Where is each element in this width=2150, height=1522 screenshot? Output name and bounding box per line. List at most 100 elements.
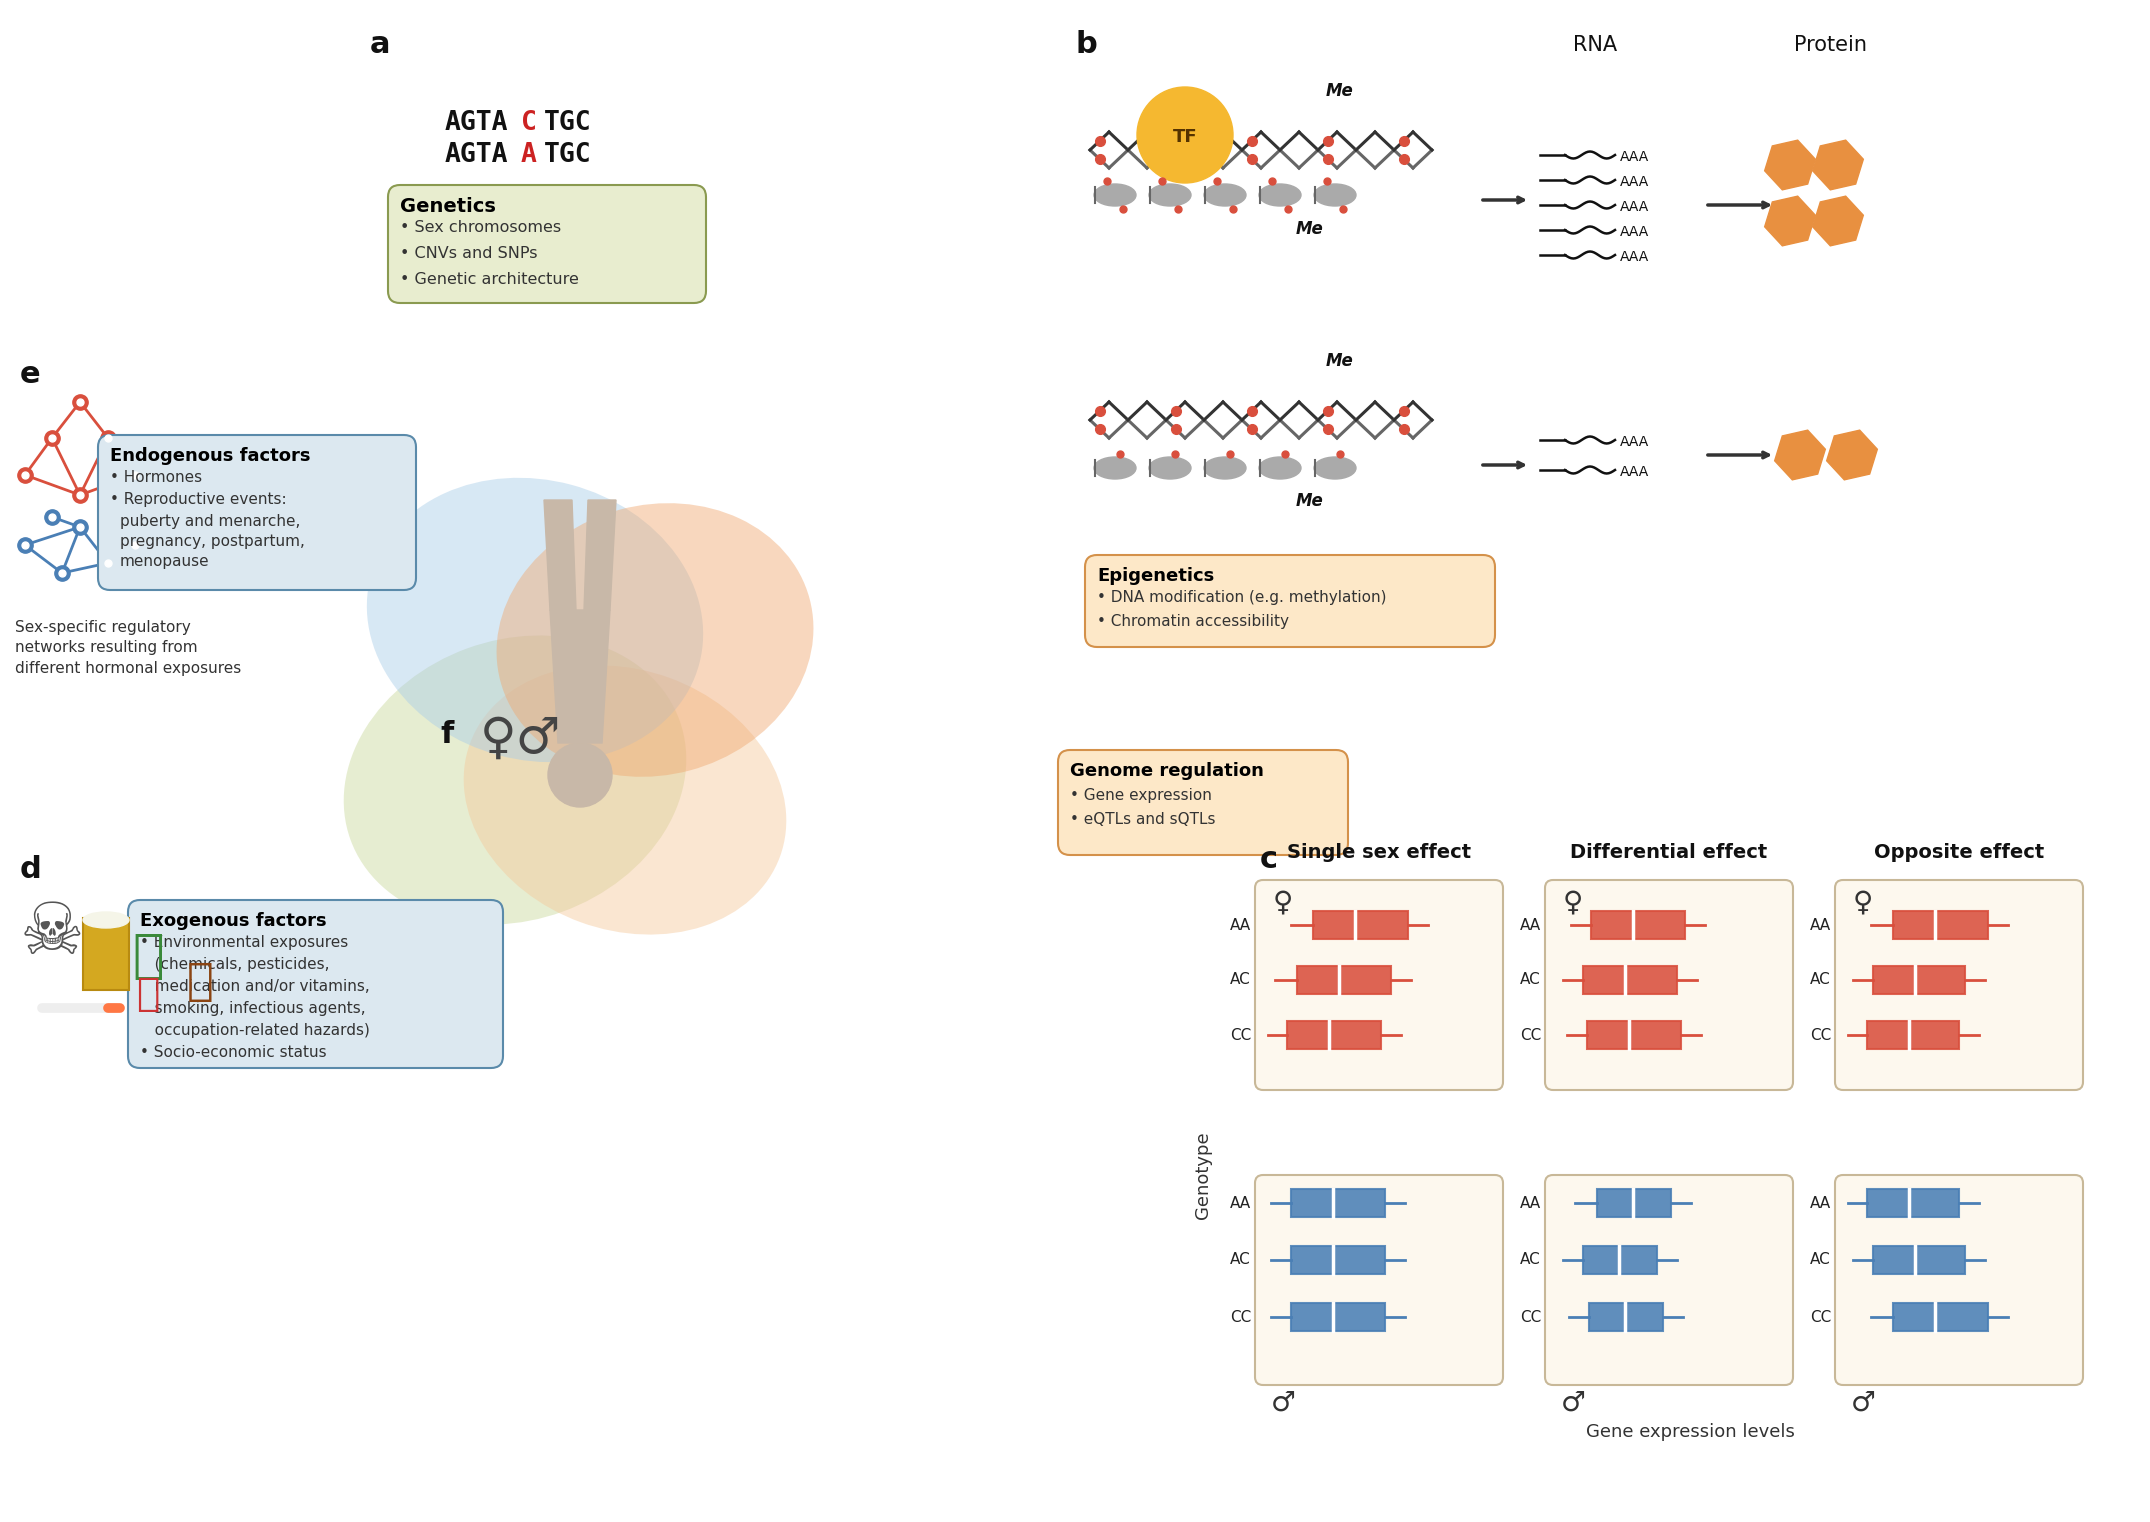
FancyBboxPatch shape [1591, 912, 1686, 939]
Text: CC: CC [1230, 1309, 1251, 1324]
Text: Me: Me [1296, 221, 1324, 237]
Text: AAA: AAA [1619, 175, 1649, 189]
Text: • Environmental exposures: • Environmental exposures [140, 935, 348, 950]
Text: • Chromatin accessibility: • Chromatin accessibility [1096, 613, 1290, 629]
Text: A: A [520, 142, 538, 167]
Text: ♀: ♀ [1563, 887, 1582, 916]
Text: AAA: AAA [1619, 151, 1649, 164]
Text: Me: Me [1327, 82, 1354, 100]
Text: ☠: ☠ [19, 900, 84, 970]
Text: Sex-specific regulatory
networks resulting from
different hormonal exposures: Sex-specific regulatory networks resulti… [15, 619, 241, 676]
FancyBboxPatch shape [1587, 1021, 1681, 1049]
Text: Genome regulation: Genome regulation [1071, 763, 1264, 779]
FancyBboxPatch shape [1582, 966, 1677, 994]
Text: ♀: ♀ [1273, 887, 1292, 916]
FancyBboxPatch shape [1582, 1247, 1658, 1274]
Ellipse shape [344, 636, 686, 924]
Text: AA: AA [1810, 918, 1832, 933]
Text: Me: Me [1327, 352, 1354, 370]
Text: Endogenous factors: Endogenous factors [110, 447, 310, 466]
FancyBboxPatch shape [129, 900, 503, 1068]
Text: AC: AC [1520, 1253, 1542, 1268]
Polygon shape [585, 501, 617, 610]
FancyBboxPatch shape [1873, 966, 1965, 994]
Text: ♂: ♂ [1561, 1390, 1585, 1417]
Text: puberty and menarche,: puberty and menarche, [120, 514, 301, 530]
Text: 💊: 💊 [135, 976, 159, 1014]
Text: 🍄: 🍄 [187, 960, 213, 1003]
Text: Protein: Protein [1793, 35, 1866, 55]
Ellipse shape [1260, 184, 1301, 205]
Text: b: b [1075, 30, 1096, 59]
FancyBboxPatch shape [1834, 1175, 2083, 1385]
Polygon shape [544, 501, 576, 610]
Text: AAA: AAA [1619, 250, 1649, 263]
FancyBboxPatch shape [1866, 1189, 1959, 1218]
Ellipse shape [1148, 184, 1191, 205]
Ellipse shape [464, 665, 787, 935]
Text: AA: AA [1520, 1195, 1542, 1210]
FancyBboxPatch shape [1290, 1303, 1385, 1332]
Ellipse shape [84, 912, 129, 928]
Text: ♂: ♂ [1851, 1390, 1875, 1417]
FancyBboxPatch shape [1256, 1175, 1503, 1385]
Text: AGTA: AGTA [445, 142, 510, 167]
Text: c: c [1260, 845, 1277, 874]
Text: Genetics: Genetics [400, 196, 497, 216]
Text: 🌿: 🌿 [131, 930, 163, 982]
Text: • CNVs and SNPs: • CNVs and SNPs [400, 247, 538, 260]
FancyBboxPatch shape [1546, 1175, 1793, 1385]
FancyBboxPatch shape [1834, 880, 2083, 1090]
Text: ♀♂: ♀♂ [479, 715, 561, 763]
FancyBboxPatch shape [84, 918, 129, 989]
FancyBboxPatch shape [1058, 750, 1348, 855]
Text: AA: AA [1230, 918, 1251, 933]
Text: Exogenous factors: Exogenous factors [140, 912, 327, 930]
FancyBboxPatch shape [1597, 1189, 1671, 1218]
Ellipse shape [1094, 457, 1135, 479]
Text: Opposite effect: Opposite effect [1875, 843, 2045, 861]
FancyBboxPatch shape [1546, 880, 1793, 1090]
Text: AC: AC [1810, 1253, 1832, 1268]
Text: AC: AC [1230, 973, 1251, 988]
Text: • Gene expression: • Gene expression [1071, 788, 1213, 804]
Text: pregnancy, postpartum,: pregnancy, postpartum, [120, 534, 305, 549]
Text: CC: CC [1810, 1309, 1832, 1324]
Text: TF: TF [1172, 128, 1198, 146]
Text: • eQTLs and sQTLs: • eQTLs and sQTLs [1071, 813, 1215, 826]
FancyBboxPatch shape [1589, 1303, 1662, 1332]
Text: CC: CC [1230, 1027, 1251, 1043]
Text: AC: AC [1230, 1253, 1251, 1268]
Text: • Socio-economic status: • Socio-economic status [140, 1046, 327, 1059]
FancyBboxPatch shape [1296, 966, 1391, 994]
FancyBboxPatch shape [1288, 1021, 1380, 1049]
Text: AAA: AAA [1619, 199, 1649, 215]
Text: • Reproductive events:: • Reproductive events: [110, 492, 286, 507]
FancyBboxPatch shape [99, 435, 415, 591]
Text: TGC: TGC [544, 142, 591, 167]
FancyBboxPatch shape [387, 186, 705, 303]
FancyBboxPatch shape [1086, 556, 1494, 647]
Text: CC: CC [1520, 1027, 1542, 1043]
Ellipse shape [1314, 457, 1357, 479]
Text: AA: AA [1230, 1195, 1251, 1210]
Ellipse shape [368, 478, 703, 763]
Ellipse shape [1094, 184, 1135, 205]
Text: AA: AA [1810, 1195, 1832, 1210]
Text: • Genetic architecture: • Genetic architecture [400, 272, 578, 288]
Text: ♀: ♀ [1853, 887, 1873, 916]
Text: AA: AA [1520, 918, 1542, 933]
Text: f: f [441, 720, 454, 749]
FancyBboxPatch shape [1866, 1021, 1959, 1049]
Ellipse shape [1204, 184, 1247, 205]
Ellipse shape [1204, 457, 1247, 479]
Text: RNA: RNA [1574, 35, 1617, 55]
FancyBboxPatch shape [1290, 1189, 1385, 1218]
FancyBboxPatch shape [1892, 912, 1989, 939]
Ellipse shape [1314, 184, 1357, 205]
Text: • Sex chromosomes: • Sex chromosomes [400, 221, 561, 234]
Ellipse shape [1260, 457, 1301, 479]
Text: Genotype: Genotype [1193, 1131, 1213, 1219]
Text: a: a [370, 30, 391, 59]
Text: ♂: ♂ [1271, 1390, 1296, 1417]
